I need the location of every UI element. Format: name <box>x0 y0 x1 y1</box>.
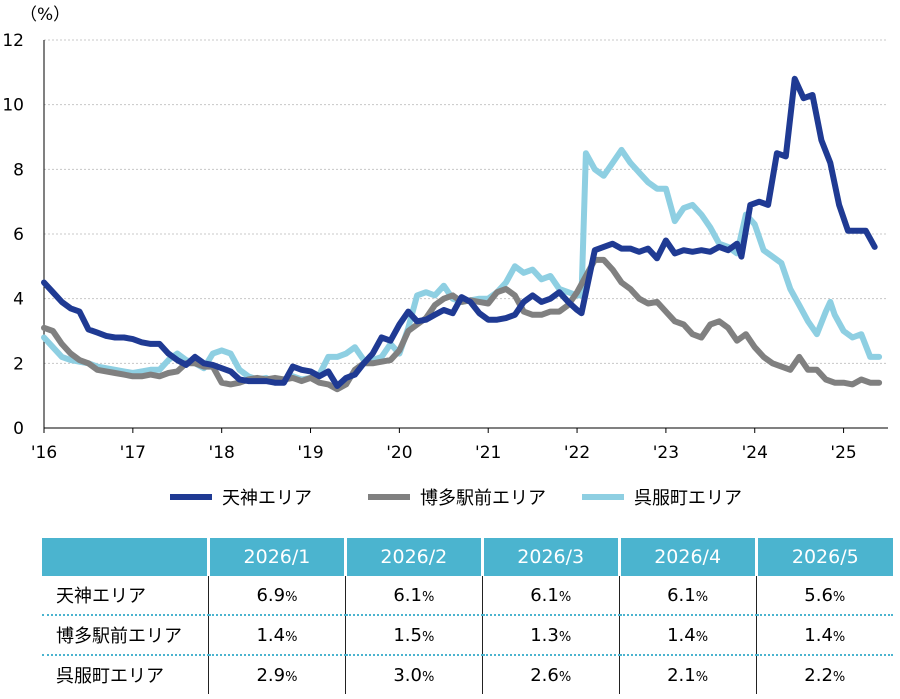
table-cell-unit: % <box>558 589 572 605</box>
table-cell: 3.0% <box>344 655 483 694</box>
y-tick-label: 0 <box>13 419 24 439</box>
table-cell-value: 3.0 <box>393 664 422 686</box>
table-cell-value: 6.1 <box>530 584 559 606</box>
table-cell-value: 1.3 <box>530 624 559 646</box>
x-tick-label: '19 <box>297 443 323 463</box>
x-tick-label: '16 <box>31 443 57 463</box>
table-cell-unit: % <box>285 629 298 645</box>
table-row-label: 呉服町エリア <box>56 666 164 687</box>
x-tick-label: '22 <box>564 443 590 463</box>
table-cell-value: 6.1 <box>393 584 422 606</box>
x-tick-label: '21 <box>475 443 501 463</box>
table-row: 博多駅前エリア 1.4% 1.5% 1.3% 1.4% 1.4% <box>42 615 893 656</box>
series-lines <box>41 75 883 393</box>
legend-label: 呉服町エリア <box>634 488 742 509</box>
table-header-cell: 2026/1 <box>207 538 346 576</box>
table-cell: 2.6% <box>481 655 620 694</box>
table-cell-value: 1.4 <box>667 624 696 646</box>
y-tick-label: 8 <box>13 160 24 180</box>
y-tick-label: 10 <box>2 96 24 116</box>
x-tick-label: '23 <box>653 443 679 463</box>
table-cell: 1.4% <box>208 615 346 656</box>
table-header-cell: 2026/3 <box>480 538 620 576</box>
table-cell-value: 1.5 <box>393 624 422 646</box>
table-cell-value: 1.4 <box>256 624 286 646</box>
line-chart: （%） 0 2 4 6 8 10 12 '16 '17 '18 '19 '20 '21 '22 '23 '2… <box>2 5 888 509</box>
x-tick-label: '25 <box>830 443 856 463</box>
table-cell-unit: % <box>832 669 846 685</box>
table-cell: 5.6% <box>755 576 893 616</box>
table-header-cell: 2026/5 <box>754 538 893 576</box>
table-cell-value: 2.1 <box>667 664 696 686</box>
table-cell: 6.1% <box>344 576 483 616</box>
table-cell-unit: % <box>558 669 572 685</box>
legend: 天神エリア 博多駅前エリア 呉服町エリア <box>170 488 742 509</box>
y-tick-label: 6 <box>13 225 24 245</box>
table-cell-value: 6.9 <box>256 584 286 606</box>
table-header-cell: 2026/4 <box>617 538 757 576</box>
table-cell-unit: % <box>285 589 298 605</box>
table-cell-value: 6.1 <box>667 584 696 606</box>
x-tick-label: '24 <box>742 443 768 463</box>
x-axis-ticks: '16 '17 '18 '19 '20 '21 '22 '23 '24 '25 <box>31 428 857 463</box>
table-cell-unit: % <box>558 629 572 645</box>
table-cell: 1.4% <box>618 615 757 656</box>
data-table: 2026/1 2026/2 2026/3 2026/4 2026/5 天神エリア… <box>42 538 893 694</box>
table-cell: 1.5% <box>344 615 483 656</box>
series-line-0 <box>41 75 878 389</box>
table-cell-value: 2.6 <box>530 664 559 686</box>
y-tick-label: 4 <box>13 290 24 310</box>
table-cell-value: 5.6 <box>804 584 833 606</box>
table-cell-unit: % <box>695 629 709 645</box>
table-cell: 2.1% <box>618 655 757 694</box>
table-cell-unit: % <box>695 589 709 605</box>
y-tick-label: 12 <box>2 31 24 51</box>
table-cell-unit: % <box>421 669 435 685</box>
table-row: 呉服町エリア 2.9% 3.0% 2.6% 2.1% 2.2% <box>42 655 893 694</box>
x-tick-label: '17 <box>120 443 146 463</box>
x-tick-label: '20 <box>386 443 412 463</box>
table-cell: 1.3% <box>481 615 620 656</box>
table-row: 天神エリア 6.9% 6.1% 6.1% 6.1% 5.6% <box>42 576 893 616</box>
table-cell-unit: % <box>421 589 435 605</box>
table-cell: 6.1% <box>481 576 620 616</box>
table-cell: 1.4% <box>755 615 893 656</box>
table-cell: 6.1% <box>618 576 757 616</box>
table-cell: 6.9% <box>208 576 346 616</box>
y-tick-label: 2 <box>13 354 24 374</box>
table-cell-value: 2.2 <box>804 664 833 686</box>
table-cell-unit: % <box>421 629 435 645</box>
table-header-row: 2026/1 2026/2 2026/3 2026/4 2026/5 <box>42 538 893 576</box>
table-cell-value: 1.4 <box>804 624 833 646</box>
legend-label: 天神エリア <box>222 488 312 509</box>
x-tick-label: '18 <box>209 443 235 463</box>
table-row-label: 博多駅前エリア <box>42 615 209 656</box>
table-cell-unit: % <box>695 669 709 685</box>
y-axis-unit-label: （%） <box>20 5 70 25</box>
table-cell-unit: % <box>832 629 846 645</box>
table-row-label: 天神エリア <box>42 576 209 616</box>
table-cell: 2.2% <box>755 655 893 694</box>
table-cell-unit: % <box>832 589 846 605</box>
table-cell-value: 2.9 <box>256 664 286 686</box>
legend-label: 博多駅前エリア <box>420 488 546 509</box>
table-header-corner <box>42 538 209 576</box>
y-axis-ticks: 0 2 4 6 8 10 12 <box>2 31 24 439</box>
table-cell-unit: % <box>285 669 298 685</box>
series-line-1 <box>41 256 883 393</box>
table-cell: 2.9% <box>208 655 346 694</box>
table-header-cell: 2026/2 <box>343 538 483 576</box>
